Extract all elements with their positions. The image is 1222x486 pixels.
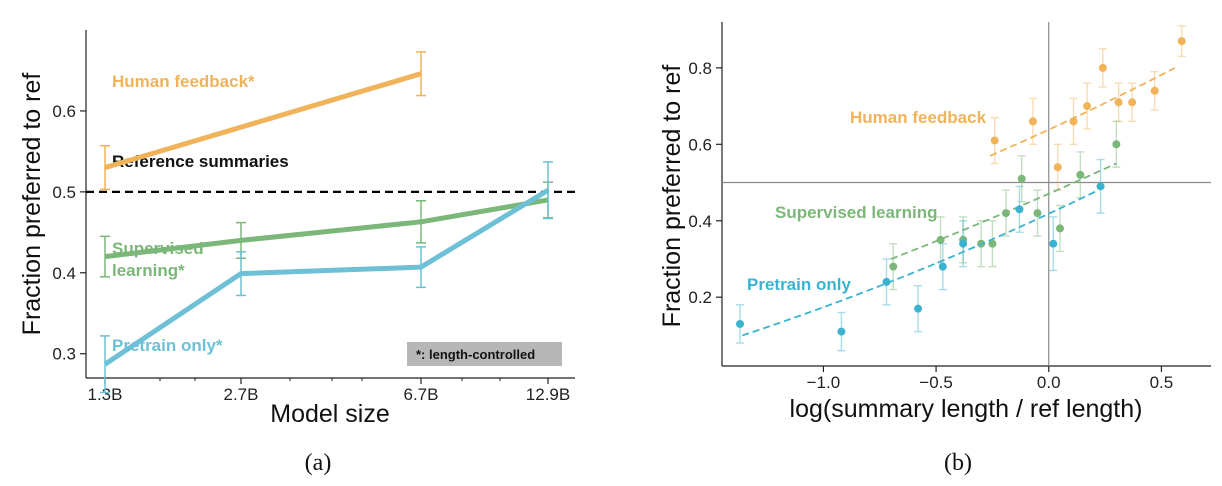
y-tick-label: 0.6	[688, 135, 712, 154]
error-bar	[100, 144, 110, 191]
series-label-human-feedback: Human feedback	[850, 108, 987, 127]
data-point	[1150, 86, 1159, 95]
data-point	[938, 262, 947, 271]
x-tick-label: 2.7B	[224, 385, 259, 404]
panel-b-length-chart: 0.2 0.4 0.6 0.8 −1.0 −0.5 0.0 0.5 Human feedbac…	[658, 22, 1211, 476]
series-label-pretrain-only: Pretrain only	[747, 275, 851, 294]
data-point	[882, 277, 891, 286]
length-controlled-note-box	[407, 342, 562, 366]
data-point	[736, 319, 745, 328]
series-line	[104, 197, 549, 260]
data-point	[1069, 117, 1078, 126]
data-point	[1128, 98, 1137, 107]
data-point	[1049, 239, 1058, 248]
trend-line	[741, 189, 1099, 337]
panel-b-x-axis-title: log(summary length / ref length)	[790, 395, 1143, 423]
series-2	[100, 161, 553, 394]
series-label-human-feedback: Human feedback*	[112, 72, 255, 91]
x-tick-label: 0.5	[1150, 373, 1174, 392]
panel-a-ticks: 0.3 0.4 0.5 0.6 1.3B 2.7B 6.7B 12.9B	[52, 102, 570, 404]
panel-a-series	[100, 51, 553, 394]
panel-b-caption: (b)	[944, 450, 972, 476]
panel-a-caption: (a)	[305, 450, 332, 476]
panel-a-y-axis-title: Fraction preferred to ref	[18, 73, 46, 336]
length-controlled-note: *: length-controlled	[416, 347, 535, 362]
data-point	[837, 327, 846, 336]
series-label-pretrain-only: Pretrain only*	[112, 336, 223, 355]
series-label-supervised-learning: Supervised learning	[775, 203, 938, 222]
error-bar	[416, 200, 426, 244]
series-2	[736, 158, 1105, 352]
x-tick-label: 6.7B	[404, 385, 439, 404]
data-point	[1017, 174, 1026, 183]
data-point	[990, 136, 999, 145]
error-bar	[236, 250, 246, 297]
reference-label: Reference summaries	[112, 152, 289, 171]
error-bar	[100, 235, 110, 278]
y-tick-label: 0.4	[688, 212, 712, 231]
trend-line	[989, 67, 1176, 157]
x-tick-label: 1.3B	[88, 385, 123, 404]
x-tick-label: −1.0	[807, 373, 841, 392]
series-1	[889, 120, 1121, 291]
error-bar	[100, 335, 110, 394]
series-label-supervised-learning: Supervised learning*	[112, 239, 208, 280]
series-0	[100, 51, 426, 191]
panel-b-y-axis-title: Fraction preferred to ref	[658, 65, 686, 328]
data-point	[936, 235, 945, 244]
panel-b-series	[736, 25, 1186, 352]
data-point	[1096, 182, 1105, 191]
data-point	[1112, 140, 1121, 149]
data-point	[959, 239, 968, 248]
data-point	[1015, 205, 1024, 214]
data-point	[889, 262, 898, 271]
data-point	[1114, 98, 1123, 107]
error-bar	[416, 246, 426, 289]
data-point	[1001, 209, 1010, 218]
error-bar	[416, 51, 426, 97]
y-tick-label: 0.2	[688, 288, 712, 307]
x-tick-label: −0.5	[919, 373, 953, 392]
y-tick-label: 0.6	[52, 102, 76, 121]
error-bar	[543, 161, 553, 220]
data-point	[1028, 117, 1037, 126]
data-point	[1033, 209, 1042, 218]
y-tick-label: 0.8	[688, 59, 712, 78]
data-point	[988, 239, 997, 248]
series-line	[103, 188, 550, 367]
panel-a-model-size-chart: 0.3 0.4 0.5 0.6 1.3B 2.7B 6.7B 12.9B Reference …	[18, 30, 575, 476]
data-point	[1056, 224, 1065, 233]
data-point	[1076, 170, 1085, 179]
x-tick-label: 0.0	[1037, 373, 1061, 392]
data-point	[1177, 37, 1186, 46]
panel-b-ticks: 0.2 0.4 0.6 0.8 −1.0 −0.5 0.0 0.5	[688, 59, 1173, 392]
series-0	[989, 25, 1186, 191]
data-point	[1098, 63, 1107, 72]
x-tick-label: 12.9B	[526, 385, 570, 404]
series-line	[104, 71, 422, 170]
data-point	[1083, 102, 1092, 111]
y-tick-label: 0.4	[52, 264, 76, 283]
y-tick-label: 0.3	[52, 345, 76, 364]
data-point	[914, 304, 923, 313]
panel-a-x-axis-title: Model size	[270, 400, 390, 428]
data-point	[1053, 163, 1062, 172]
y-tick-label: 0.5	[52, 183, 76, 202]
